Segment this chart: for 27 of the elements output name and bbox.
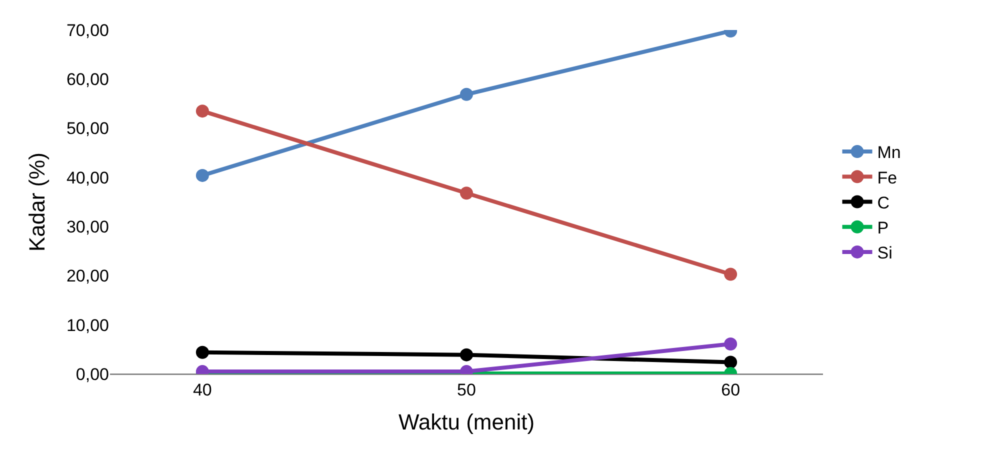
point [196, 168, 209, 182]
x-tick-label: 60 [721, 380, 740, 400]
point [460, 88, 473, 101]
point [196, 104, 209, 118]
x-tick-label: 50 [457, 380, 476, 400]
legend-label: Fe [877, 168, 898, 188]
legend-label: P [877, 218, 889, 238]
point [196, 346, 209, 359]
y-tick-label: 70,00 [66, 20, 109, 40]
legend-label: C [877, 193, 890, 212]
y-tick-label: 0,00 [76, 364, 109, 384]
point [724, 268, 738, 281]
point [460, 348, 473, 362]
y-tick-label: 10,00 [66, 316, 109, 335]
legend-label: Mn [877, 143, 901, 162]
y-tick-label: 40,00 [66, 168, 109, 188]
point [724, 338, 738, 351]
point [460, 186, 473, 200]
x-axis-title: Waktu (menit) [398, 409, 535, 434]
y-tick-label: 50,00 [66, 119, 109, 138]
y-tick-label: 60,00 [66, 70, 109, 90]
y-axis-title: Kadar (%) [24, 152, 50, 252]
x-tick-label: 40 [192, 380, 212, 400]
point [724, 356, 738, 369]
legend-label: Si [877, 244, 892, 263]
y-tick-label: 30,00 [66, 218, 109, 237]
y-tick-label: 20,00 [66, 266, 109, 286]
